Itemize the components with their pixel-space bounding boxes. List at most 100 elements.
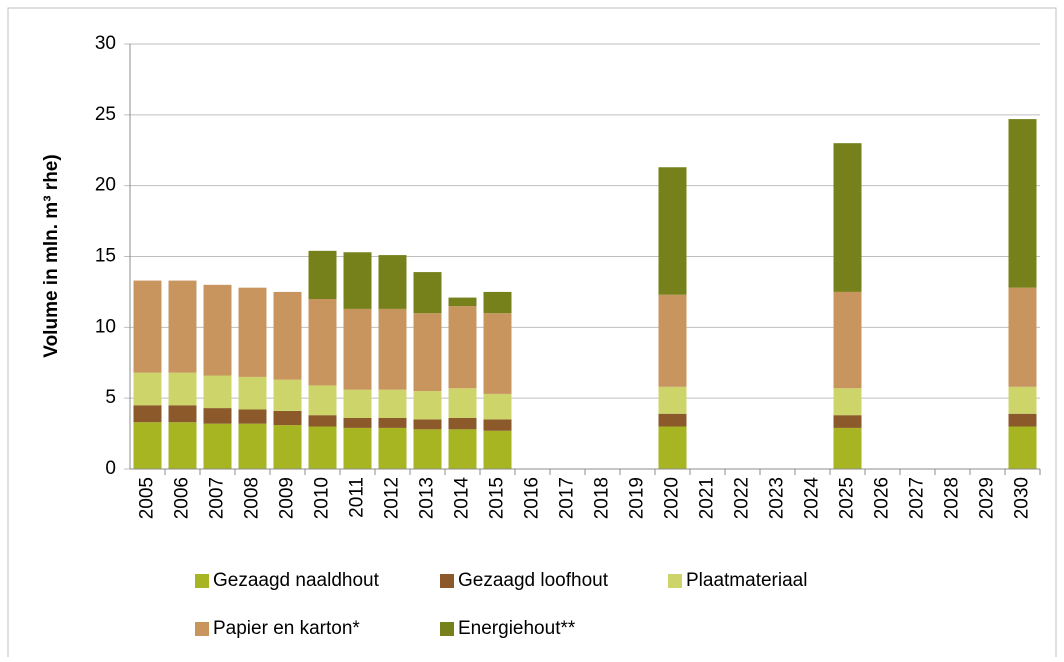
x-tick-label: 2005 bbox=[137, 477, 158, 519]
bar-segment bbox=[413, 391, 442, 420]
bar-segment bbox=[133, 280, 162, 373]
bar-segment bbox=[1008, 287, 1037, 387]
bar-segment bbox=[1008, 426, 1037, 469]
bar-segment bbox=[378, 418, 407, 428]
x-tick-label: 2012 bbox=[382, 477, 403, 519]
y-tick-label: 10 bbox=[95, 316, 116, 337]
legend-swatch bbox=[195, 622, 209, 636]
bar-segment bbox=[833, 388, 862, 416]
bar-segment bbox=[343, 427, 372, 469]
legend-label: Gezaagd loofhout bbox=[458, 570, 609, 591]
bar-segment bbox=[343, 389, 372, 418]
x-tick-label: 2026 bbox=[872, 477, 893, 519]
bar-segment bbox=[273, 410, 302, 426]
bar-segment bbox=[833, 415, 862, 428]
y-tick-label: 20 bbox=[95, 175, 116, 196]
bar-segment bbox=[133, 422, 162, 469]
x-tick-label: 2015 bbox=[487, 477, 508, 519]
bar-segment bbox=[448, 418, 477, 430]
x-tick-label: 2020 bbox=[662, 477, 683, 519]
bar-segment bbox=[448, 388, 477, 418]
x-tick-label: 2016 bbox=[522, 477, 543, 519]
bar-segment bbox=[238, 287, 267, 377]
y-tick-label: 15 bbox=[95, 246, 116, 267]
bar-segment bbox=[168, 405, 197, 423]
bar-segment bbox=[378, 427, 407, 469]
bar-segment bbox=[203, 284, 232, 376]
bar-segment bbox=[168, 280, 197, 373]
x-tick-label: 2009 bbox=[277, 477, 298, 519]
bar-segment bbox=[448, 306, 477, 389]
bar-segment bbox=[203, 423, 232, 469]
x-tick-label: 2014 bbox=[452, 477, 473, 520]
bar-segment bbox=[343, 418, 372, 428]
bar-segment bbox=[483, 291, 512, 314]
bar-segment bbox=[308, 426, 337, 469]
x-tick-label: 2019 bbox=[627, 477, 648, 519]
y-tick-label: 5 bbox=[105, 387, 116, 408]
bar-segment bbox=[833, 427, 862, 469]
legend-label: Gezaagd naaldhout bbox=[213, 570, 380, 591]
bar-segment bbox=[658, 413, 687, 427]
bar-segment bbox=[203, 375, 232, 409]
bar-segment bbox=[378, 308, 407, 390]
bar-segment bbox=[1008, 119, 1037, 288]
bar-segment bbox=[273, 379, 302, 411]
x-tick-label: 2029 bbox=[977, 477, 998, 519]
bar-segment bbox=[308, 415, 337, 427]
x-tick-label: 2018 bbox=[592, 477, 613, 519]
bar-segment bbox=[343, 252, 372, 309]
bar-segment bbox=[483, 430, 512, 469]
legend-swatch bbox=[440, 622, 454, 636]
x-tick-label: 2027 bbox=[907, 477, 928, 519]
bar-segment bbox=[378, 255, 407, 309]
bar-segment bbox=[378, 389, 407, 418]
bar-segment bbox=[273, 425, 302, 469]
bar-segment bbox=[658, 426, 687, 469]
bar-segment bbox=[343, 308, 372, 390]
y-tick-label: 30 bbox=[95, 33, 116, 54]
x-tick-label: 2030 bbox=[1012, 477, 1033, 519]
bar-segment bbox=[413, 419, 442, 430]
bar-segment bbox=[483, 393, 512, 420]
legend-swatch bbox=[195, 574, 209, 588]
x-tick-label: 2010 bbox=[312, 477, 333, 519]
bar-segment bbox=[413, 272, 442, 314]
x-tick-label: 2007 bbox=[207, 477, 228, 519]
bar-segment bbox=[658, 167, 687, 295]
bar-segment bbox=[833, 143, 862, 292]
x-tick-label: 2022 bbox=[732, 477, 753, 519]
bar-segment bbox=[1008, 386, 1037, 414]
bar-segment bbox=[133, 405, 162, 423]
bar-segment bbox=[273, 291, 302, 380]
bar-segment bbox=[203, 408, 232, 424]
bar-segment bbox=[413, 313, 442, 392]
x-tick-label: 2013 bbox=[417, 477, 438, 519]
x-tick-label: 2006 bbox=[172, 477, 193, 519]
bar-segment bbox=[448, 297, 477, 307]
x-tick-label: 2024 bbox=[802, 477, 823, 520]
bar-segment bbox=[658, 386, 687, 414]
x-tick-label: 2025 bbox=[837, 477, 858, 519]
legend-swatch bbox=[440, 574, 454, 588]
bar-segment bbox=[238, 376, 267, 410]
y-axis-label: Volume in mln. m³ rhe) bbox=[41, 154, 62, 357]
x-tick-label: 2008 bbox=[242, 477, 263, 519]
bar-segment bbox=[308, 385, 337, 416]
y-tick-label: 25 bbox=[95, 104, 116, 125]
bar-segment bbox=[168, 372, 197, 406]
bar-segment bbox=[483, 313, 512, 394]
bar-segment bbox=[483, 419, 512, 431]
x-tick-label: 2023 bbox=[767, 477, 788, 519]
bar-segment bbox=[238, 409, 267, 424]
bar-segment bbox=[308, 299, 337, 386]
legend-label: Energiehout** bbox=[458, 618, 576, 639]
x-tick-label: 2021 bbox=[697, 477, 718, 519]
bar-segment bbox=[308, 250, 337, 299]
x-tick-label: 2017 bbox=[557, 477, 578, 519]
y-tick-label: 0 bbox=[105, 458, 116, 479]
bar-segment bbox=[133, 372, 162, 406]
legend-label: Papier en karton* bbox=[213, 618, 360, 639]
bar-segment bbox=[238, 423, 267, 469]
